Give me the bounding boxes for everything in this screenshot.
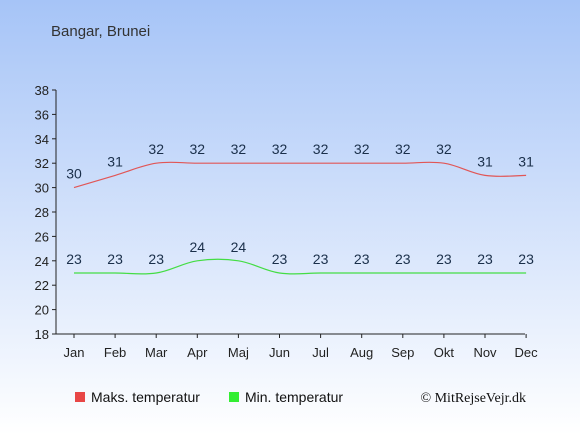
y-axis-ticks: 18 20 22 24 26 28 30 32 34 36 38 <box>35 83 56 342</box>
y-tick-label: 26 <box>35 229 49 244</box>
x-tick-label: Apr <box>187 345 208 360</box>
y-tick-label: 24 <box>35 254 49 269</box>
max-temp-label: 32 <box>190 141 206 157</box>
x-tick-label: Maj <box>228 345 249 360</box>
legend-label-max: Maks. temperatur <box>91 389 200 405</box>
max-temp-label: 32 <box>354 141 370 157</box>
y-tick-label: 28 <box>35 205 49 220</box>
x-tick-label: Jan <box>64 345 85 360</box>
y-tick-label: 34 <box>35 132 49 147</box>
credit-text: © MitRejseVejr.dk <box>420 391 526 406</box>
x-tick-label: Nov <box>473 345 497 360</box>
y-tick-label: 36 <box>35 107 49 122</box>
x-tick-label: Feb <box>104 345 126 360</box>
legend: Maks. temperatur Min. temperatur <box>75 389 343 405</box>
x-tick-label: Okt <box>434 345 455 360</box>
legend-label-min: Min. temperatur <box>245 389 343 405</box>
max-temp-label: 32 <box>272 141 288 157</box>
x-tick-label: Jun <box>269 345 290 360</box>
min-temp-label: 23 <box>354 251 370 267</box>
min-temp-label: 23 <box>395 251 411 267</box>
min-temp-line <box>74 258 527 275</box>
max-temp-label: 32 <box>313 141 329 157</box>
chart-title: Bangar, Brunei <box>51 23 150 40</box>
min-temp-label: 23 <box>272 251 288 267</box>
max-temp-label: 32 <box>148 141 164 157</box>
y-tick-label: 32 <box>35 156 49 171</box>
min-temp-label: 23 <box>518 251 534 267</box>
legend-swatch-max <box>75 392 85 402</box>
max-temp-line <box>73 161 527 189</box>
max-temp-label: 32 <box>395 141 411 157</box>
min-temp-label: 23 <box>313 251 329 267</box>
series-lines <box>73 161 527 275</box>
min-temp-label: 23 <box>66 251 82 267</box>
x-tick-label: Dec <box>515 345 539 360</box>
y-tick-label: 18 <box>35 327 49 342</box>
max-temp-label: 30 <box>66 166 82 182</box>
y-tick-label: 22 <box>35 278 49 293</box>
min-temp-label: 23 <box>477 251 493 267</box>
y-tick-label: 38 <box>35 83 49 98</box>
min-temp-label: 24 <box>190 239 206 255</box>
max-temp-label: 31 <box>107 153 123 169</box>
max-temp-label: 32 <box>231 141 247 157</box>
x-tick-label: Aug <box>350 345 373 360</box>
min-temp-label: 23 <box>148 251 164 267</box>
max-temp-label: 32 <box>436 141 452 157</box>
legend-swatch-min <box>229 392 239 402</box>
y-tick-label: 20 <box>35 303 49 318</box>
x-axis-ticks: Jan Feb Mar Apr Maj Jun Jul Aug Sep Okt Nov Dec <box>64 334 539 360</box>
x-tick-label: Sep <box>391 345 414 360</box>
x-tick-label: Mar <box>145 345 168 360</box>
data-labels: 30 31 32 32 32 32 32 32 32 32 31 31 23 23 23 24 24 23 23 23… <box>66 141 534 267</box>
min-temp-label: 23 <box>107 251 123 267</box>
x-tick-label: Jul <box>312 345 329 360</box>
min-temp-label: 24 <box>231 239 247 255</box>
max-temp-label: 31 <box>518 153 534 169</box>
max-temp-label: 31 <box>477 153 493 169</box>
y-tick-label: 30 <box>35 181 49 196</box>
min-temp-label: 23 <box>436 251 452 267</box>
